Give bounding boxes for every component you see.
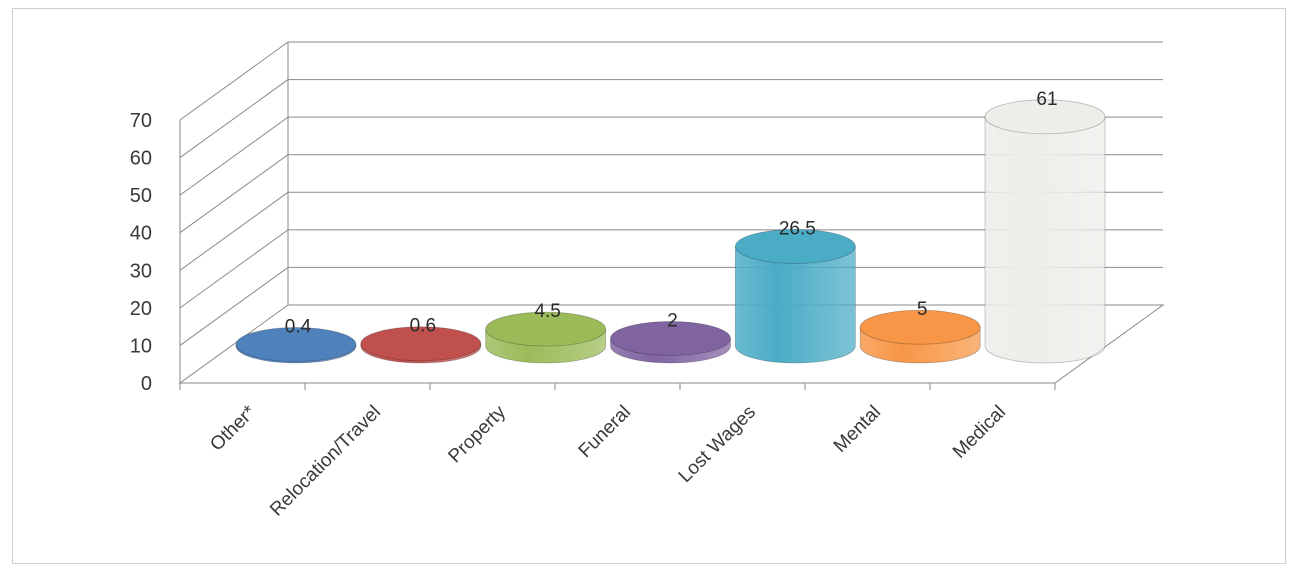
y-tick-label: 20 <box>130 298 152 320</box>
bar-relocation-travel <box>360 326 482 364</box>
x-category-label: Relocation/Travel <box>266 402 385 521</box>
x-category-label: Medical <box>949 402 1010 463</box>
data-label: 0.6 <box>410 316 436 337</box>
gridline-side <box>179 154 289 234</box>
bar-layer <box>235 99 1106 364</box>
data-label: 5 <box>917 299 928 320</box>
gridline-side <box>179 191 289 271</box>
bar-top <box>235 327 357 362</box>
bar-funeral <box>610 321 731 364</box>
bar-mental <box>859 309 981 364</box>
x-category-label: Lost Wages <box>675 402 760 487</box>
bar-other <box>235 327 357 364</box>
data-label: 2 <box>667 310 678 331</box>
bar-property <box>485 311 607 364</box>
bar-medical <box>984 99 1106 364</box>
gridline-side <box>179 229 289 309</box>
y-tick-label: 40 <box>130 223 152 245</box>
bar-lost-wages <box>734 229 856 364</box>
x-category-label: Mental <box>830 402 885 457</box>
y-tick-label: 30 <box>130 260 152 282</box>
y-tick-label: 10 <box>130 335 152 357</box>
axis-layer: 0 10 20 30 40 50 60 70 <box>130 110 1056 395</box>
bar-top <box>485 311 607 347</box>
data-label: 26.5 <box>779 218 816 239</box>
bar-body <box>984 116 1106 364</box>
data-label: 4.5 <box>534 301 560 322</box>
y-tick-label: 60 <box>130 148 152 170</box>
x-category-label: Funeral <box>575 402 635 462</box>
y-tick-label: 70 <box>130 110 152 132</box>
x-category-label: Property <box>444 401 510 467</box>
bar-top <box>610 321 731 356</box>
bar-body <box>734 246 856 364</box>
bar-top <box>360 326 482 362</box>
y-tick-label: 0 <box>141 373 152 395</box>
gridline-side <box>179 116 289 196</box>
bar-top <box>984 99 1106 135</box>
x-category-label: Other* <box>206 401 260 455</box>
data-label: 61 <box>1036 89 1057 110</box>
gridline-side <box>179 41 289 121</box>
gridline-side <box>179 79 289 158</box>
data-label: 0.4 <box>285 316 312 337</box>
gridline-side <box>179 267 289 346</box>
y-tick-label: 50 <box>130 185 152 207</box>
bar-top <box>859 309 981 345</box>
bar-top <box>734 229 856 264</box>
floor-outline <box>178 304 1165 384</box>
